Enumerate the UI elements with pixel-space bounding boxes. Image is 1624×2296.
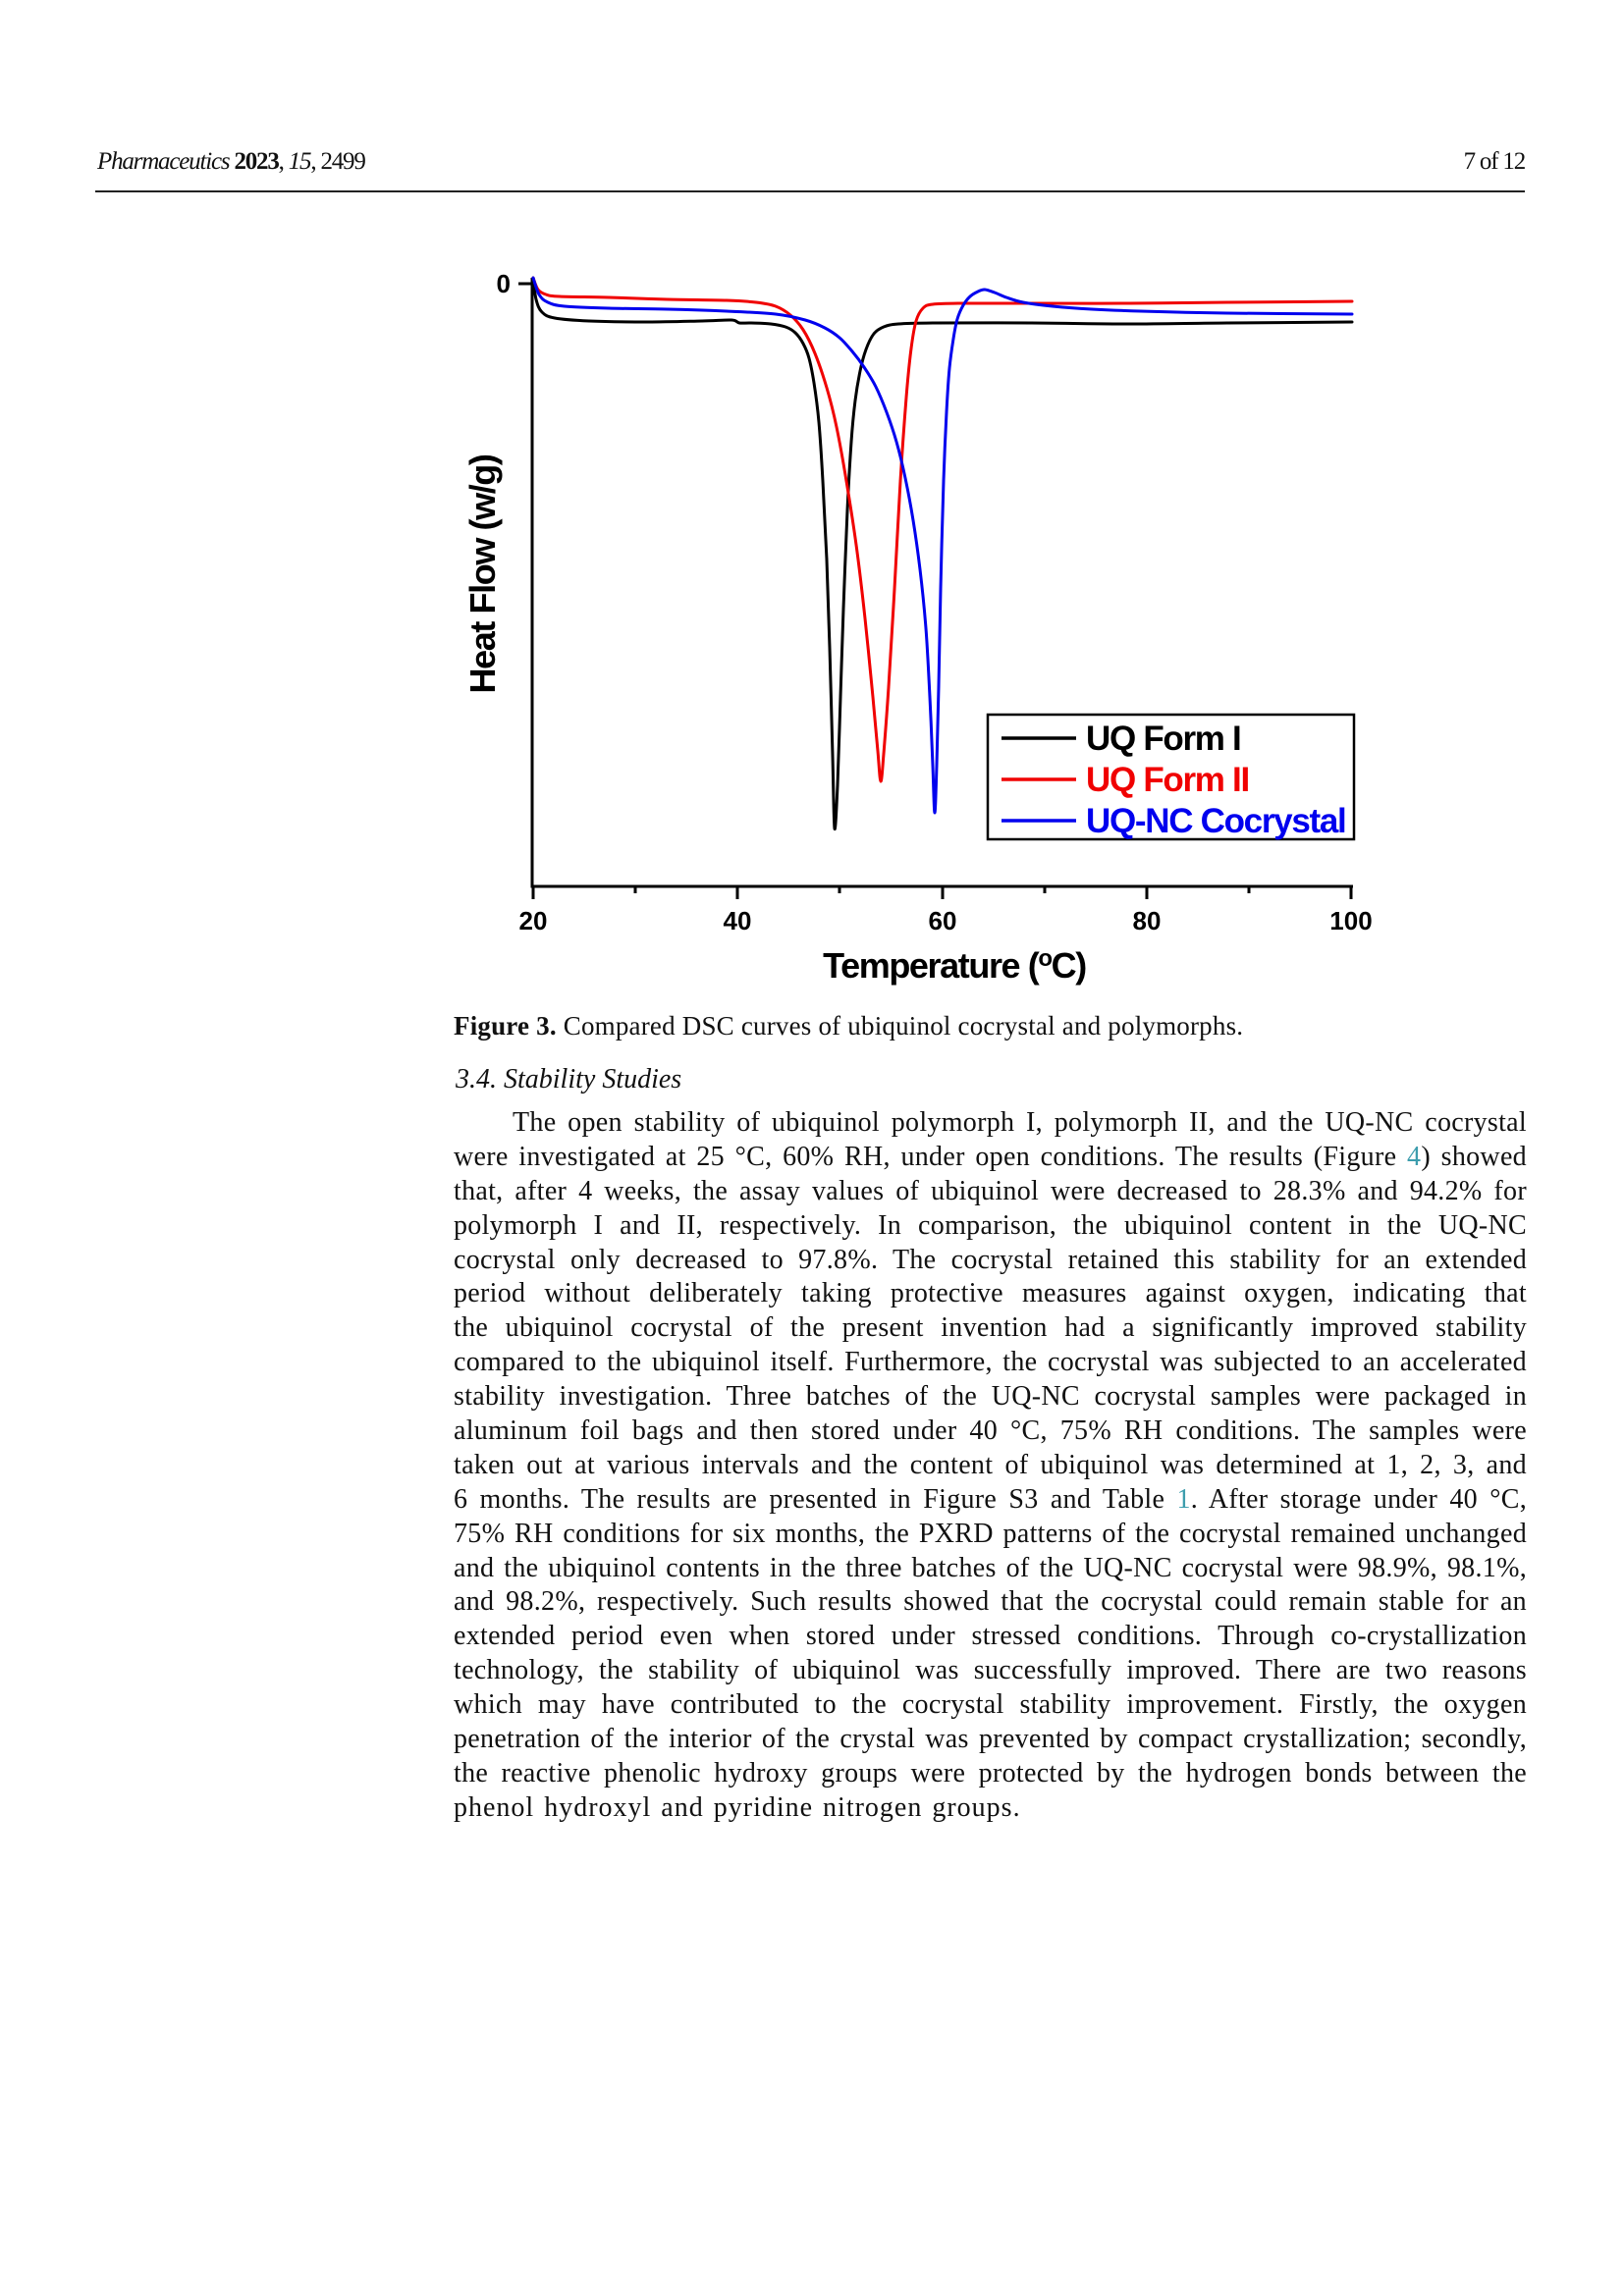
svg-text:80: 80 [1133, 906, 1162, 935]
svg-text:UQ Form I: UQ Form I [1086, 720, 1240, 758]
svg-text:100: 100 [1329, 906, 1372, 935]
svg-text:UQ-NC Cocrystal: UQ-NC Cocrystal [1086, 802, 1345, 840]
svg-text:UQ Form II: UQ Form II [1086, 761, 1249, 799]
svg-text:40: 40 [724, 906, 752, 935]
svg-text:Temperature (oC): Temperature (oC) [823, 945, 1086, 986]
svg-text:20: 20 [519, 906, 548, 935]
svg-text:0: 0 [497, 269, 511, 298]
svg-text:Heat Flow (w/g): Heat Flow (w/g) [462, 454, 503, 693]
svg-text:60: 60 [929, 906, 957, 935]
